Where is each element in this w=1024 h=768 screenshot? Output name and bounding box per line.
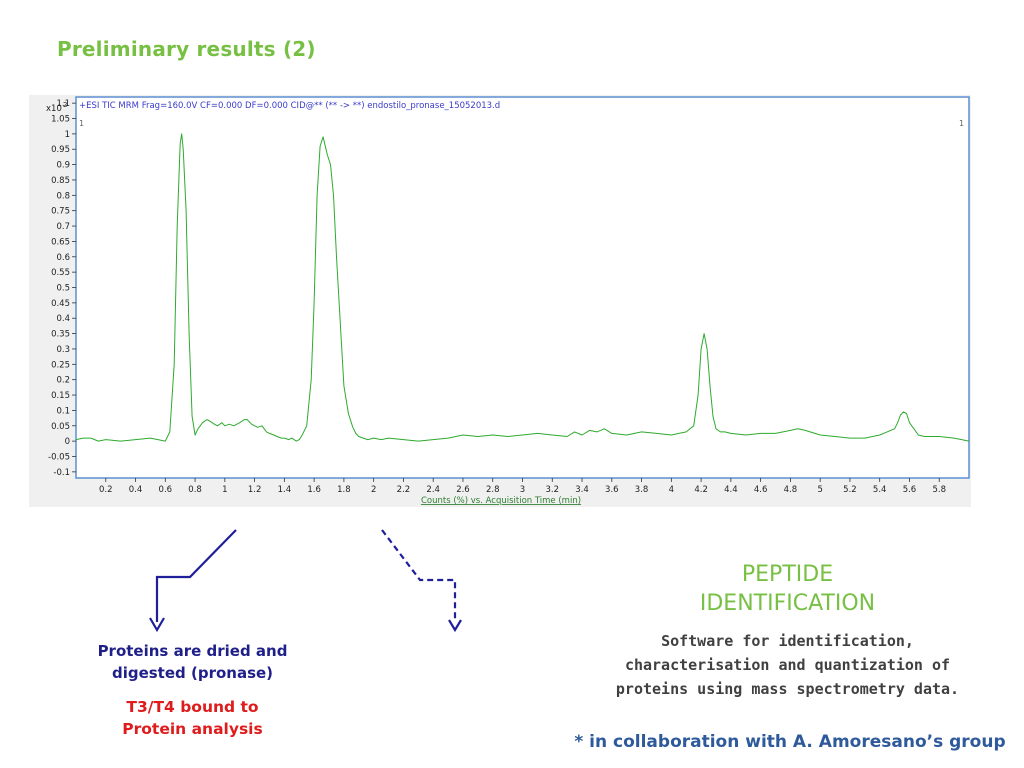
y-tick-label-11: 0.55 xyxy=(51,268,70,278)
x-tick-label-2: 0.6 xyxy=(159,485,173,495)
y-tick-label-5: 0.85 xyxy=(51,176,70,186)
plot-area xyxy=(75,96,970,479)
t3t4-text: T3/T4 bound to Protein analysis xyxy=(85,696,300,740)
x-tick-label-12: 2.6 xyxy=(456,485,470,495)
x-tick-label-23: 4.8 xyxy=(784,485,798,495)
x-tick-label-10: 2.2 xyxy=(397,485,411,495)
x-tick-label-22: 4.6 xyxy=(754,485,768,495)
series-group xyxy=(75,133,970,442)
x-tick-label-4: 1 xyxy=(222,485,227,495)
peptide-title-line-1: PEPTIDE xyxy=(741,562,834,587)
peptide-identification-title: PEPTIDE IDENTIFICATION xyxy=(600,560,975,618)
x-tick-label-16: 3.4 xyxy=(575,485,589,495)
y-axis-ticks: 1.1 1.05 1 0.95 0.9 0.85 0.8 0.75 0.7 0.65 0.6 0.55… xyxy=(48,99,76,478)
software-desc-line-2: characterisation and quantization of xyxy=(624,656,951,674)
x-tick-label-18: 3.8 xyxy=(635,485,649,495)
y-tick-label-2: 1 xyxy=(65,130,70,140)
software-description: Software for identification, characteris… xyxy=(575,629,1000,701)
x-tick-label-0: 0.2 xyxy=(99,485,113,495)
y-tick-label-7: 0.75 xyxy=(51,207,70,217)
x-tick-label-14: 3 xyxy=(520,485,525,495)
dashed-arrow-line xyxy=(381,529,457,622)
x-tick-label-6: 1.4 xyxy=(278,485,292,495)
y-tick-label-14: 0.4 xyxy=(56,314,70,324)
proteins-text: Proteins are dried and digested (pronase… xyxy=(85,640,300,684)
x-tick-label-15: 3.2 xyxy=(546,485,560,495)
y-tick-label-20: 0.1 xyxy=(56,406,70,416)
x-tick-label-19: 4 xyxy=(669,485,674,495)
chart-header: +ESI TIC MRM Frag=160.0V CF=0.000 DF=0.0… xyxy=(79,101,500,111)
y-tick-label-1: 1.05 xyxy=(51,115,70,125)
corner-left-label: 1 xyxy=(79,119,84,128)
y-tick-label-15: 0.35 xyxy=(51,330,70,340)
x-tick-label-11: 2.4 xyxy=(426,485,440,495)
y-tick-label-19: 0.15 xyxy=(51,391,70,401)
x-tick-label-8: 1.8 xyxy=(337,485,351,495)
x-tick-label-20: 4.2 xyxy=(694,485,708,495)
x-tick-label-28: 5.8 xyxy=(932,485,946,495)
y-tick-label-10: 0.6 xyxy=(56,253,70,263)
y-tick-label-16: 0.3 xyxy=(56,345,70,355)
x-tick-label-5: 1.2 xyxy=(248,485,262,495)
x-tick-label-26: 5.4 xyxy=(873,485,887,495)
y-tick-label-8: 0.7 xyxy=(56,222,70,232)
x-axis-ticks: 0.2 0.4 0.6 0.8 1 1.2 1.4 1.6 1.8 2 2.2 2.4 2.6 2.8 3 3… xyxy=(99,478,946,495)
x-tick-label-7: 1.6 xyxy=(307,485,321,495)
y-exponent-label: x10 xyxy=(46,104,62,114)
y-tick-label-23: -0.05 xyxy=(48,452,70,462)
y-tick-label-21: 0.05 xyxy=(51,422,70,432)
x-axis-label: Counts (%) vs. Acquisition Time (min) xyxy=(421,496,581,506)
y-tick-label-17: 0.25 xyxy=(51,360,70,370)
solid-arrow-head xyxy=(149,617,165,633)
x-tick-label-9: 2 xyxy=(371,485,376,495)
x-tick-label-25: 5.2 xyxy=(843,485,857,495)
t3t4-line-1: T3/T4 bound to xyxy=(126,698,259,716)
chromatogram-svg: +ESI TIC MRM Frag=160.0V CF=0.000 DF=0.0… xyxy=(46,96,970,506)
x-tick-label-27: 5.6 xyxy=(903,485,917,495)
t3t4-line-2: Protein analysis xyxy=(122,720,263,738)
y-tick-label-4: 0.9 xyxy=(56,161,70,171)
y-tick-label-22: 0 xyxy=(65,437,70,447)
x-tick-label-17: 3.6 xyxy=(605,485,619,495)
y-tick-label-0: 1.1 xyxy=(56,99,70,109)
software-desc-line-3: proteins using mass spectrometry data. xyxy=(615,680,960,698)
software-desc-line-1: Software for identification, xyxy=(661,632,914,650)
proteins-line-1: Proteins are dried and xyxy=(97,642,288,660)
solid-arrow-line xyxy=(155,529,237,622)
chromatogram-chart: +ESI TIC MRM Frag=160.0V CF=0.000 DF=0.0… xyxy=(29,95,971,507)
proteins-line-2: digested (pronase) xyxy=(111,664,274,682)
dashed-arrow-head xyxy=(448,619,462,633)
y-exponent: 2 xyxy=(63,101,67,109)
y-tick-label-24: -0.1 xyxy=(53,468,70,478)
series-line-0 xyxy=(75,133,970,442)
collaboration-note: * in collaboration with A. Amoresano’s g… xyxy=(574,732,1006,752)
x-tick-label-1: 0.4 xyxy=(129,485,143,495)
x-tick-label-3: 0.8 xyxy=(188,485,202,495)
peptide-title-line-2: IDENTIFICATION xyxy=(699,591,876,616)
y-tick-label-6: 0.8 xyxy=(56,191,70,201)
x-tick-label-13: 2.8 xyxy=(486,485,500,495)
x-tick-label-21: 4.4 xyxy=(724,485,738,495)
y-tick-label-3: 0.95 xyxy=(51,145,70,155)
corner-right-label: 1 xyxy=(959,119,964,128)
y-tick-label-13: 0.45 xyxy=(51,299,70,309)
x-tick-label-24: 5 xyxy=(817,485,822,495)
y-tick-label-18: 0.2 xyxy=(56,376,70,386)
y-tick-label-12: 0.5 xyxy=(56,284,70,294)
y-tick-label-9: 0.65 xyxy=(51,237,70,247)
slide-title: Preliminary results (2) xyxy=(57,37,316,61)
